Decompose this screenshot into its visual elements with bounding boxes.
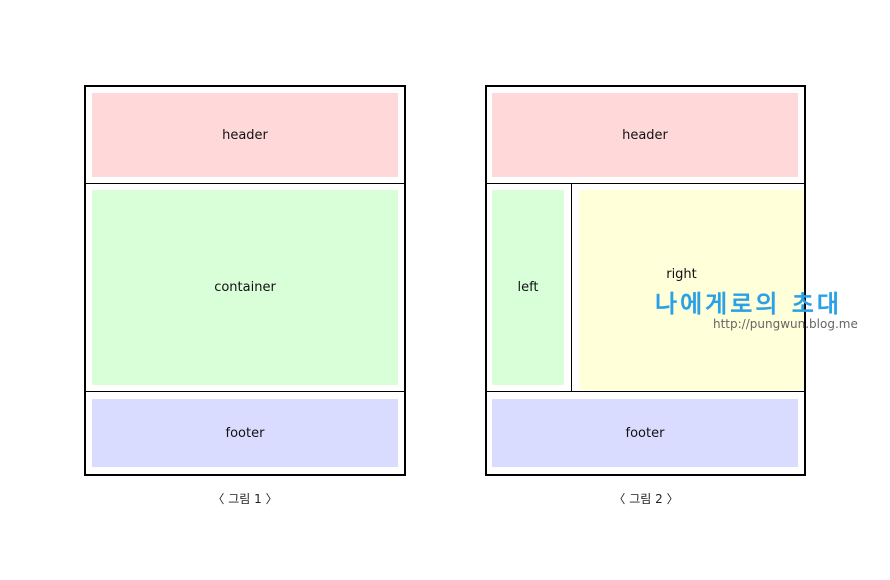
caption: 〈 그림 2 〉 bbox=[613, 492, 679, 506]
footer-block: footer bbox=[492, 399, 798, 467]
caption: 〈 그림 1 〉 bbox=[212, 492, 278, 506]
container-block: container bbox=[92, 190, 398, 385]
right-block: right bbox=[579, 190, 804, 390]
divider bbox=[571, 183, 572, 391]
watermark-title: 나에게로의 초대 bbox=[655, 290, 842, 318]
divider bbox=[86, 183, 404, 184]
divider bbox=[487, 391, 804, 392]
header-block: header bbox=[92, 93, 398, 177]
divider bbox=[487, 183, 804, 184]
figure-frame bbox=[485, 85, 806, 476]
figure-frame bbox=[84, 85, 406, 476]
left-block: left bbox=[492, 190, 564, 385]
divider bbox=[86, 391, 404, 392]
footer-block: footer bbox=[92, 399, 398, 467]
header-block: header bbox=[492, 93, 798, 177]
watermark-url: http://pungwun.blog.me bbox=[713, 317, 858, 331]
